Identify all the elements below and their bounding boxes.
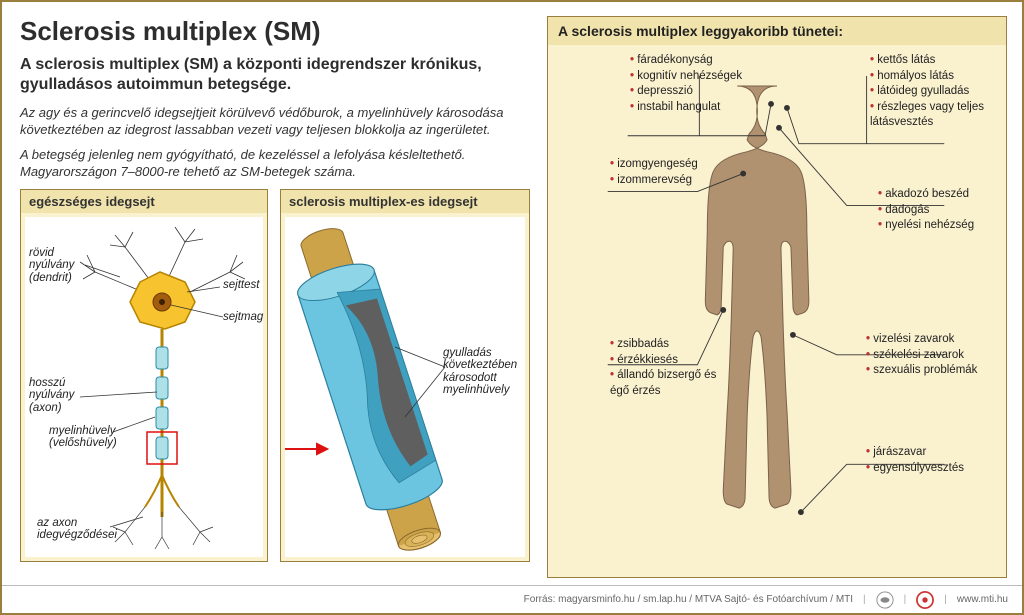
mtva-icon	[876, 591, 894, 609]
card-healthy-header: egészséges idegsejt	[21, 190, 267, 213]
card-healthy-neuron: egészséges idegsejt	[20, 189, 268, 562]
label-axon-end: az axon idegvégződései	[37, 517, 117, 542]
footer-url: www.mti.hu	[957, 594, 1008, 605]
label-myelin: myelinhüvely (velőshüvely)	[49, 425, 117, 450]
card-damaged-header: sclerosis multiplex-es idegsejt	[281, 190, 529, 213]
symptoms-header: A sclerosis multiplex leggyakoribb tünet…	[548, 17, 1006, 45]
label-nucleus: sejtmag	[223, 311, 263, 324]
label-damaged-myelin: gyulladás következtében károsodott myeli…	[443, 347, 517, 398]
label-cellbody: sejttest	[223, 279, 259, 292]
symptom-group-6: vizelési zavarok székelési zavarok szexu…	[866, 332, 977, 379]
symptom-group-7: járászavar egyensúlyvesztés	[866, 445, 964, 476]
paragraph-1: Az agy és a gerincvelő idegsejtjeit körü…	[20, 105, 530, 139]
symptom-group-3: izomgyengeség izommerevség	[610, 157, 698, 188]
symptom-group-5: zsibbadás érzékkiesés állandó bizsergő é…	[610, 337, 730, 399]
symptom-group-2: kettős látás homályos látás látóideg gyu…	[870, 53, 1000, 131]
label-dendrite: rövid nyúlvány (dendrit)	[29, 247, 74, 285]
mti-icon	[916, 591, 934, 609]
main-title: Sclerosis multiplex (SM)	[20, 16, 530, 47]
symptom-group-1: fáradékonyság kognitív nehézségek depres…	[630, 53, 742, 115]
subtitle: A sclerosis multiplex (SM) a központi id…	[20, 55, 530, 95]
label-axon-long: hosszú nyúlvány (axon)	[29, 377, 74, 415]
paragraph-2: A betegség jelenleg nem gyógyítható, de …	[20, 147, 530, 181]
card-damaged-neuron: sclerosis multiplex-es idegsejt	[280, 189, 530, 562]
symptom-group-4: akadozó beszéd dadogás nyelési nehézség	[878, 187, 974, 234]
footer: Forrás: magyarsminfo.hu / sm.lap.hu / MT…	[2, 585, 1022, 613]
footer-source: Forrás: magyarsminfo.hu / sm.lap.hu / MT…	[524, 594, 853, 605]
symptoms-panel: A sclerosis multiplex leggyakoribb tünet…	[547, 16, 1007, 578]
